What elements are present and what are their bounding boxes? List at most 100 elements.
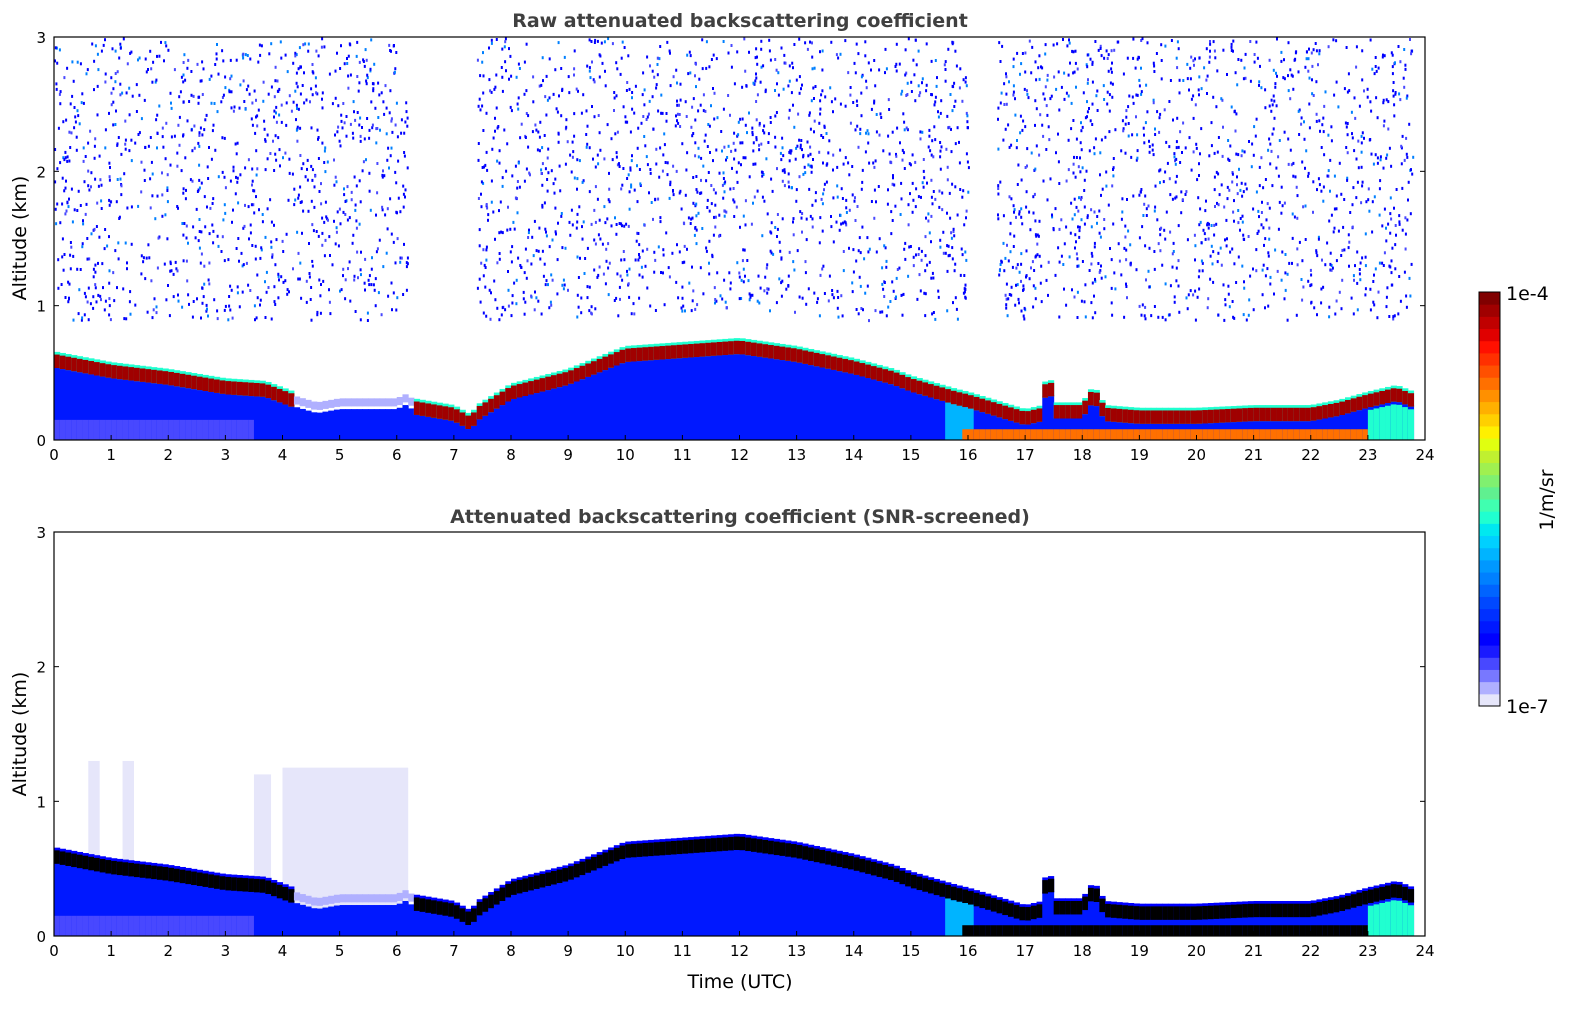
noise-pixel xyxy=(1409,212,1412,216)
near-surface-layer xyxy=(196,915,204,936)
noise-pixel xyxy=(193,124,196,128)
noise-pixel xyxy=(616,67,619,71)
noise-pixel xyxy=(615,61,618,65)
noise-pixel xyxy=(545,230,547,234)
noise-pixel xyxy=(1345,46,1348,49)
noise-pixel xyxy=(1317,63,1319,67)
noise-pixel xyxy=(1374,56,1377,59)
noise-pixel xyxy=(374,106,377,110)
noise-pixel xyxy=(1399,60,1402,64)
noise-pixel xyxy=(55,87,58,91)
noise-pixel xyxy=(739,225,741,229)
noise-pixel xyxy=(631,96,633,100)
near-surface-layer xyxy=(1025,429,1032,440)
noise-pixel xyxy=(1176,116,1179,120)
noise-pixel xyxy=(1020,178,1023,182)
noise-pixel xyxy=(1252,308,1255,312)
noise-pixel xyxy=(588,69,591,73)
noise-pixel xyxy=(355,226,358,230)
noise-pixel xyxy=(255,115,257,119)
noise-pixel xyxy=(543,134,546,137)
noise-pixel xyxy=(392,44,395,48)
weak-layer xyxy=(293,892,301,901)
noise-pixel xyxy=(376,191,379,195)
noise-pixel xyxy=(1198,162,1200,166)
near-surface-layer xyxy=(82,915,89,936)
aerosol-layer-band xyxy=(722,341,729,356)
noise-pixel xyxy=(1022,284,1025,288)
noise-pixel xyxy=(711,253,714,257)
noise-pixel xyxy=(1125,109,1128,113)
noise-pixel xyxy=(1258,80,1261,84)
noise-pixel xyxy=(920,195,922,199)
near-surface-layer xyxy=(122,419,129,440)
noise-pixel xyxy=(203,128,206,132)
noise-pixel xyxy=(748,50,750,54)
noise-pixel xyxy=(866,129,869,133)
noise-pixel xyxy=(255,149,258,153)
noise-pixel xyxy=(1282,76,1285,80)
noise-pixel xyxy=(527,114,530,118)
noise-pixel xyxy=(997,147,1000,151)
noise-pixel xyxy=(642,115,645,118)
noise-pixel xyxy=(706,198,709,202)
noise-pixel xyxy=(520,265,523,269)
noise-pixel xyxy=(616,130,619,134)
noise-pixel xyxy=(1152,61,1155,65)
near-surface-layer xyxy=(1042,429,1049,440)
aerosol-layer-band xyxy=(65,852,72,866)
noise-pixel xyxy=(834,97,837,101)
noise-pixel xyxy=(232,208,234,212)
noise-pixel xyxy=(792,66,794,70)
noise-pixel xyxy=(1352,274,1355,278)
noise-pixel xyxy=(1143,314,1146,318)
noise-pixel xyxy=(507,288,510,292)
noise-pixel xyxy=(147,68,149,71)
boundary-layer-fill xyxy=(373,409,381,440)
noise-pixel xyxy=(264,316,267,319)
noise-pixel xyxy=(318,190,321,193)
noise-pixel xyxy=(211,223,214,227)
noise-pixel xyxy=(498,161,501,165)
noise-pixel xyxy=(94,177,97,181)
noise-pixel xyxy=(807,163,810,167)
aerosol-layer-band xyxy=(579,365,586,380)
boundary-layer-fill xyxy=(642,359,649,440)
noise-pixel xyxy=(1335,80,1338,84)
noise-pixel xyxy=(201,93,204,96)
boundary-layer-fill xyxy=(476,418,483,440)
weak-layer xyxy=(362,894,369,903)
noise-pixel xyxy=(152,60,155,64)
aerosol-layer-band xyxy=(116,365,124,380)
noise-pixel xyxy=(1126,296,1128,300)
noise-pixel xyxy=(1140,90,1143,94)
noise-pixel xyxy=(836,289,839,293)
noise-pixel xyxy=(1131,133,1134,137)
noise-pixel xyxy=(1312,180,1315,184)
noise-pixel xyxy=(1227,284,1230,288)
noise-pixel xyxy=(394,170,397,174)
noise-pixel xyxy=(867,61,870,65)
noise-pixel xyxy=(390,117,393,121)
aerosol-layer-band xyxy=(156,866,164,880)
noise-pixel xyxy=(1085,169,1088,173)
noise-pixel xyxy=(1005,282,1008,286)
boundary-layer-fill xyxy=(391,905,398,936)
noise-pixel xyxy=(368,283,371,287)
aerosol-layer-band xyxy=(1007,407,1015,421)
noise-pixel xyxy=(1090,208,1093,212)
noise-pixel xyxy=(172,295,175,299)
noise-pixel xyxy=(320,182,322,186)
noise-pixel xyxy=(1218,193,1221,197)
noise-pixel xyxy=(895,152,897,156)
boundary-layer-fill xyxy=(162,879,169,936)
noise-pixel xyxy=(1143,141,1146,145)
noise-pixel xyxy=(1364,264,1367,268)
noise-pixel xyxy=(1090,251,1093,255)
noise-pixel xyxy=(681,261,684,265)
boundary-layer-fill xyxy=(1316,418,1323,440)
noise-pixel xyxy=(547,171,550,175)
noise-pixel xyxy=(1359,278,1362,282)
noise-pixel xyxy=(1270,98,1273,102)
noise-pixel xyxy=(1075,85,1077,89)
